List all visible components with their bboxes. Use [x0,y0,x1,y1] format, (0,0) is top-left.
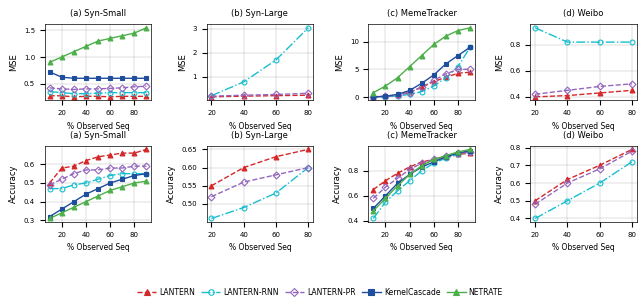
X-axis label: % Observed Seq: % Observed Seq [228,243,291,252]
Title: (a) Syn-Small: (a) Syn-Small [70,9,126,18]
Title: (d) Weibo: (d) Weibo [563,9,604,18]
X-axis label: % Observed Seq: % Observed Seq [67,243,129,252]
Title: (b) Syn-Large: (b) Syn-Large [232,9,288,18]
Y-axis label: Accuracy: Accuracy [166,165,175,203]
Title: (c) MemeTracker: (c) MemeTracker [387,9,457,18]
Y-axis label: MSE: MSE [495,54,504,71]
Y-axis label: MSE: MSE [178,54,187,71]
X-axis label: % Observed Seq: % Observed Seq [552,122,615,131]
X-axis label: % Observed Seq: % Observed Seq [228,122,291,131]
Title: (b) Syn-Large: (b) Syn-Large [232,131,288,140]
Y-axis label: Accuracy: Accuracy [495,165,504,203]
Title: (a) Syn-Small: (a) Syn-Small [70,131,126,140]
Legend: LANTERN, LANTERN-RNN, LANTERN-PR, KernelCascade, NETRATE: LANTERN, LANTERN-RNN, LANTERN-PR, Kernel… [134,285,506,300]
X-axis label: % Observed Seq: % Observed Seq [67,122,129,131]
X-axis label: % Observed Seq: % Observed Seq [390,243,453,252]
Y-axis label: Accuracy: Accuracy [333,165,342,203]
X-axis label: % Observed Seq: % Observed Seq [552,243,615,252]
Title: (c) MemeTracker: (c) MemeTracker [387,131,457,140]
Y-axis label: MSE: MSE [335,54,344,71]
Y-axis label: MSE: MSE [9,54,19,71]
X-axis label: % Observed Seq: % Observed Seq [390,122,453,131]
Title: (d) Weibo: (d) Weibo [563,131,604,140]
Y-axis label: Accuracy: Accuracy [9,165,19,203]
